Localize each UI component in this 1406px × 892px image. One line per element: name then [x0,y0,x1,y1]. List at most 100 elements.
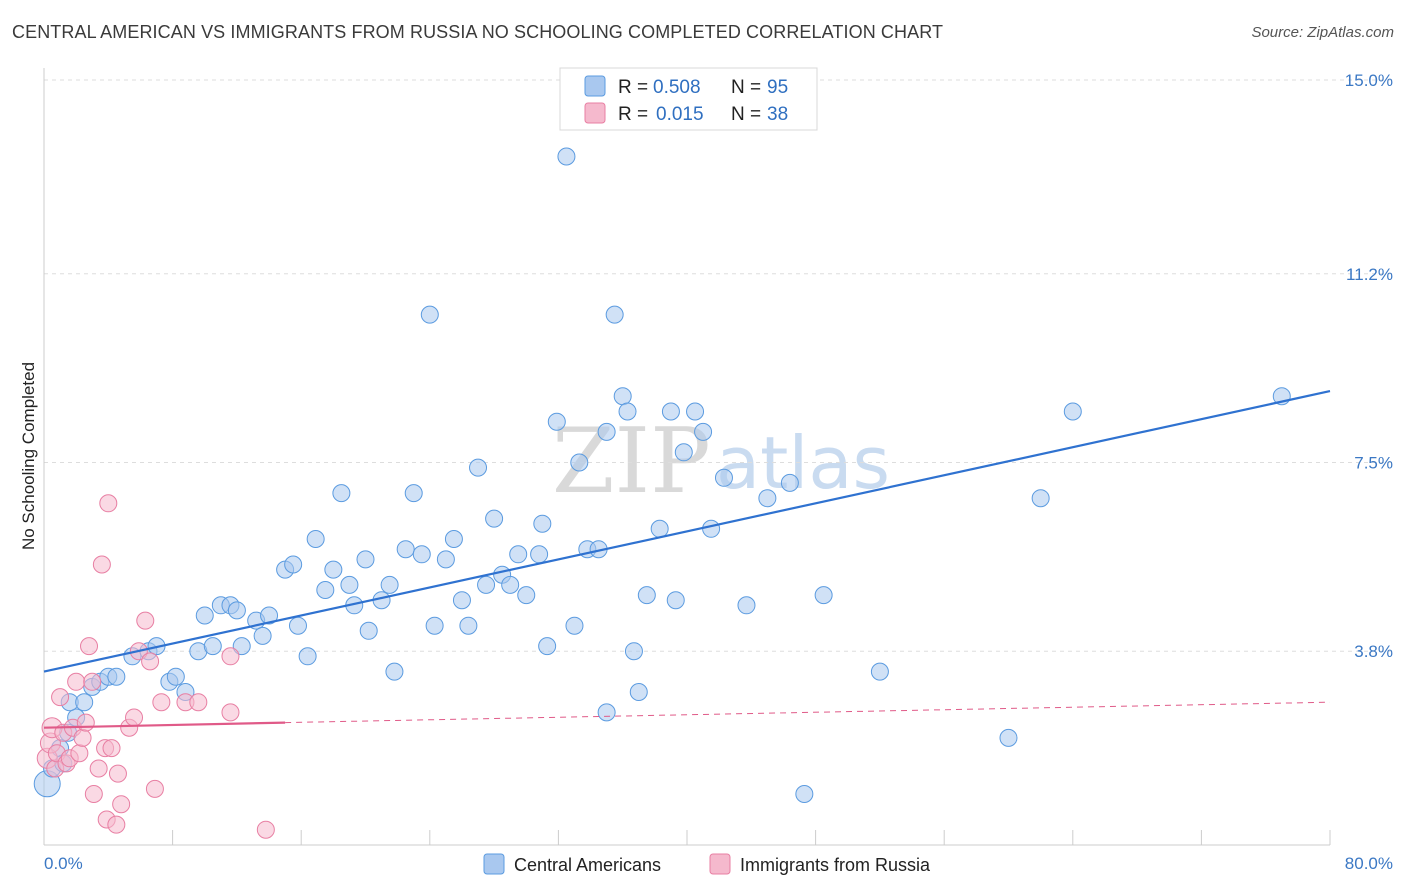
point-central-americans [452,591,471,610]
point-central-americans [557,147,576,166]
trendlines [43,390,1331,729]
point-central-americans [253,626,272,645]
point-central-americans [530,545,549,564]
legend-r-label-2: R = [618,104,648,125]
legend-swatch-blue [584,75,606,97]
point-central-americans [359,621,378,640]
point-immigrants-from-russia [92,555,111,574]
point-central-americans [436,550,455,569]
axes [43,68,1331,846]
point-central-americans [332,484,351,503]
legend-r-label-1: R = [618,77,648,98]
legend-n-value-1: 95 [767,77,788,98]
point-central-americans [412,545,431,564]
point-central-americans [324,560,343,579]
bottom-legend-swatch-blue [483,853,505,875]
point-central-americans [477,575,496,594]
chart-title: CENTRAL AMERICAN VS IMMIGRANTS FROM RUSS… [12,22,944,42]
point-immigrants-from-russia [256,820,275,839]
point-immigrants-from-russia [189,693,208,712]
y-tick-labels: 3.8% 7.5% 11.2% 15.0% [1345,71,1393,661]
point-immigrants-from-russia [73,728,92,747]
point-central-americans [288,616,307,635]
point-central-americans [396,540,415,559]
point-central-americans [795,785,814,803]
point-central-americans [999,728,1018,747]
legend-n-label-2: N = [731,104,761,125]
point-immigrants-from-russia [136,611,155,630]
trendline-immigrants-from-russia [285,701,1331,724]
point-central-americans [570,453,589,472]
point-central-americans [298,647,317,666]
point-central-americans [702,519,721,538]
point-central-americans [469,458,488,477]
point-immigrants-from-russia [107,815,126,834]
point-central-americans [404,484,423,503]
point-immigrants-from-russia [152,693,171,712]
point-central-americans [674,443,693,462]
point-central-americans [597,703,616,722]
point-immigrants-from-russia [99,494,118,513]
point-central-americans [195,606,214,625]
point-immigrants-from-russia [89,759,108,778]
point-central-americans [870,662,889,681]
point-central-americans [425,616,444,635]
point-central-americans [340,575,359,594]
bottom-legend-label-2: Immigrants from Russia [740,855,931,875]
series-immigrants-from-russia [36,494,275,839]
point-central-americans [547,412,566,431]
point-central-americans [232,637,251,656]
point-central-americans [260,606,279,625]
point-central-americans [758,489,777,508]
point-central-americans [420,305,439,324]
point-central-americans [385,662,404,681]
y-tick-label: 15.0% [1345,71,1393,90]
point-central-americans [650,519,669,538]
point-central-americans [597,422,616,441]
point-immigrants-from-russia [145,779,164,798]
point-central-americans [380,575,399,594]
point-central-americans [517,586,536,605]
point-central-americans [618,402,637,421]
point-immigrants-from-russia [221,703,240,722]
point-central-americans [814,586,833,605]
y-tick-label: 11.2% [1346,265,1393,284]
point-central-americans [613,387,632,406]
trendline-central-americans [43,390,1331,673]
point-central-americans [737,596,756,615]
point-central-americans [624,642,643,661]
x-tick-label-max: 80.0% [1345,854,1393,873]
point-immigrants-from-russia [51,688,70,707]
legend-n-label-1: N = [731,77,761,98]
point-central-americans [605,305,624,324]
trendline-immigrants-from-russia [43,721,286,729]
source-label: Source: ZipAtlas.com [1251,24,1394,41]
point-immigrants-from-russia [141,652,160,671]
point-central-americans [166,667,185,686]
point-central-americans [565,616,584,635]
legend-r-value-2: 0.015 [656,104,704,125]
point-central-americans [637,586,656,605]
y-axis-label: No Schooling Completed [19,362,38,550]
gridlines [44,79,1393,652]
point-central-americans [1063,402,1082,421]
point-immigrants-from-russia [84,785,103,803]
point-central-americans [666,591,685,610]
point-central-americans [227,601,246,620]
point-central-americans [316,581,335,599]
point-immigrants-from-russia [67,672,86,691]
point-immigrants-from-russia [102,739,121,758]
point-central-americans [629,683,648,701]
y-tick-label: 7.5% [1354,454,1393,473]
point-central-americans [501,575,520,594]
point-central-americans [509,545,528,564]
point-central-americans [444,530,463,548]
point-central-americans [485,509,504,528]
point-central-americans [306,530,325,548]
point-immigrants-from-russia [83,672,102,691]
point-immigrants-from-russia [70,744,89,763]
legend-swatch-pink [584,102,606,124]
point-central-americans [686,402,705,421]
